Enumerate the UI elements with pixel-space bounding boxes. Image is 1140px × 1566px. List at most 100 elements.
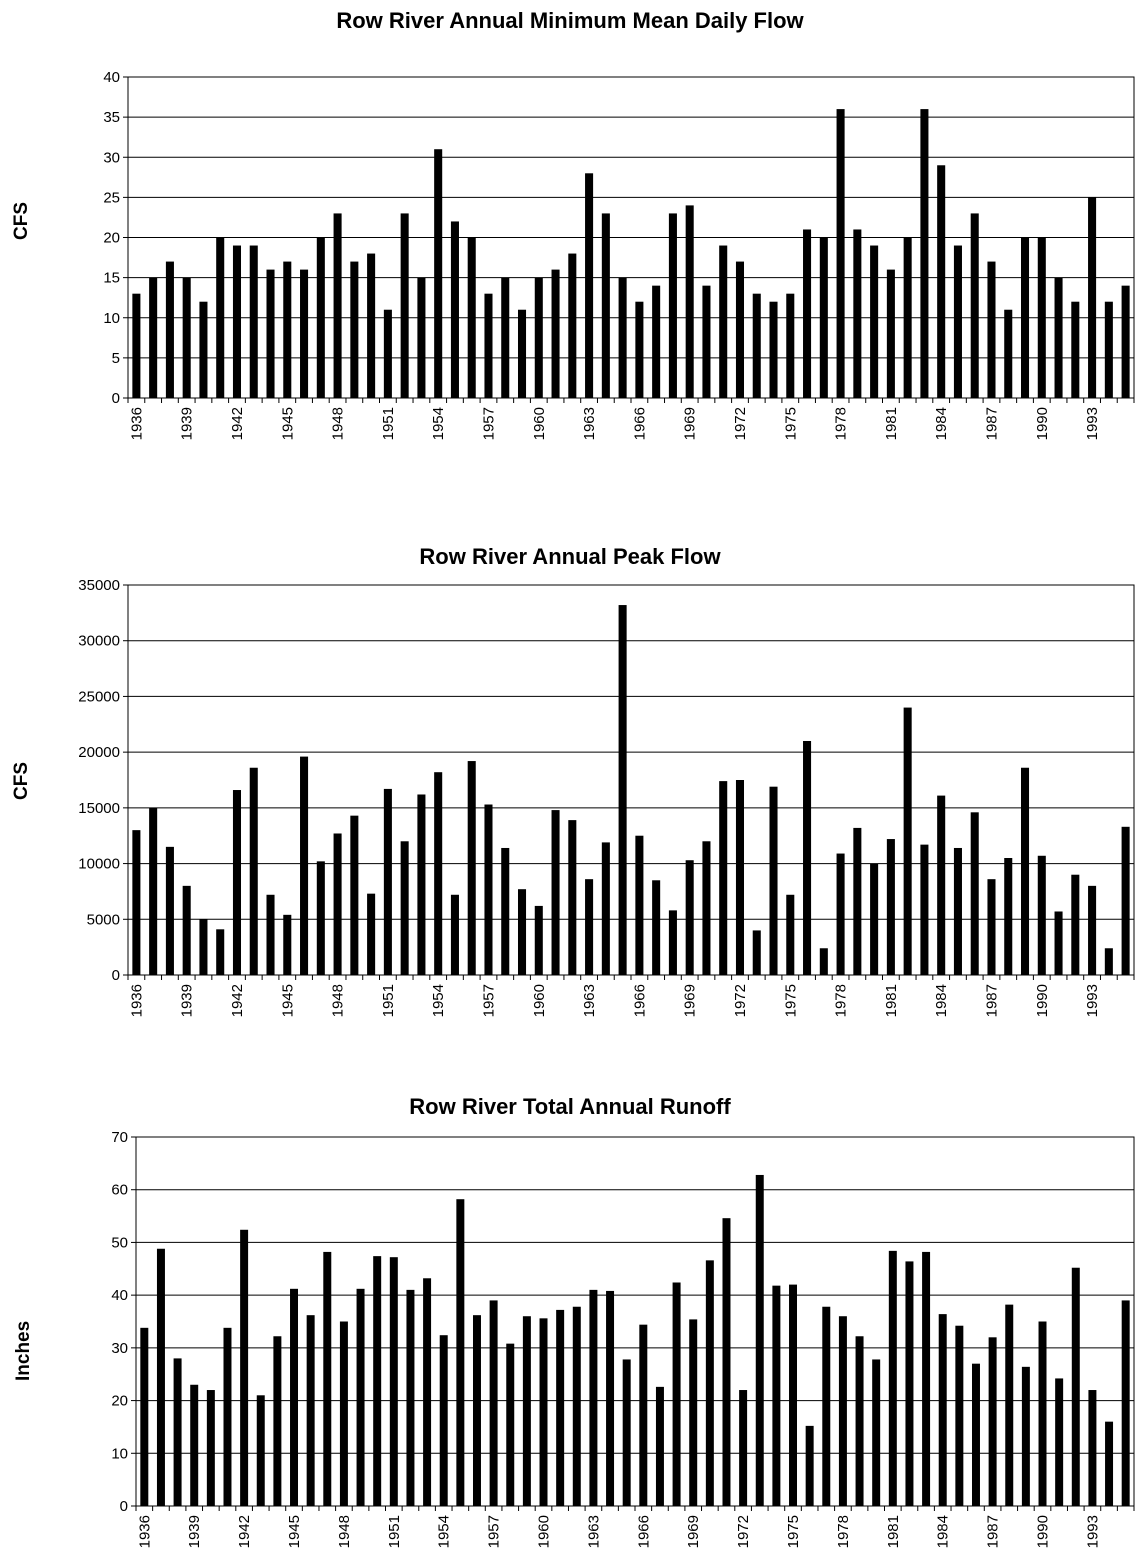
bar-1988 (1004, 309, 1013, 398)
bar-1955 (450, 894, 459, 975)
bar-1983 (922, 1251, 931, 1506)
bar-1938 (165, 846, 174, 975)
bar-1942 (232, 245, 242, 398)
x-tick-label: 1966 (631, 407, 648, 440)
x-tick-label: 1960 (536, 1515, 553, 1548)
bar-1980 (870, 863, 879, 975)
bar-1972 (739, 1390, 748, 1506)
bar-1951 (389, 1257, 398, 1506)
bar-1962 (572, 1306, 581, 1506)
bar-1962 (568, 253, 577, 398)
x-tick-label: 1990 (1034, 407, 1051, 440)
x-tick-label: 1963 (581, 407, 598, 440)
bar-1967 (652, 285, 661, 398)
x-tick-label: 1939 (186, 1515, 203, 1548)
bar-1965 (618, 277, 627, 398)
x-tick-label: 1981 (883, 407, 900, 440)
bar-1965 (618, 605, 627, 975)
bar-1981 (886, 839, 895, 975)
bar-1956 (467, 237, 476, 398)
bar-1974 (772, 1285, 781, 1506)
bar-1990 (1037, 237, 1046, 398)
y-tick-label: 40 (111, 1287, 128, 1304)
bar-1954 (434, 149, 443, 398)
x-tick-label: 1978 (833, 407, 850, 440)
bar-1981 (888, 1250, 897, 1506)
bar-1951 (383, 788, 392, 975)
bar-1987 (987, 879, 996, 975)
bar-1958 (501, 277, 510, 398)
x-tick-label: 1987 (983, 984, 1000, 1017)
bar-1989 (1021, 1366, 1030, 1506)
chart-1: 0 5000 10000 15000 20000 25000 30000 35000 1936 1… (78, 577, 1135, 1017)
x-tick-label: 1939 (179, 984, 196, 1017)
x-tick-label: 1951 (386, 1515, 403, 1548)
y-tick-label: 0 (112, 390, 120, 407)
bar-1952 (400, 841, 409, 975)
bar-1992 (1071, 1267, 1080, 1506)
x-tick-label: 1957 (486, 1515, 503, 1548)
bar-1960 (534, 277, 543, 398)
x-tick-label: 1957 (480, 407, 497, 440)
bar-1990 (1038, 1321, 1047, 1506)
bar-1982 (903, 237, 912, 398)
x-tick-label: 1981 (885, 1515, 902, 1548)
bar-1938 (165, 261, 174, 398)
x-tick-label: 1966 (631, 984, 648, 1017)
x-tick-label: 1990 (1035, 1515, 1052, 1548)
bar-1984 (937, 795, 946, 975)
bar-1943 (249, 245, 258, 398)
bar-1952 (406, 1289, 415, 1506)
bar-1966 (635, 301, 644, 398)
x-tick-label: 1975 (782, 407, 799, 440)
bar-1979 (853, 229, 862, 398)
bar-1968 (668, 910, 677, 975)
y-tick-label: 0 (120, 1498, 128, 1515)
x-tick-label: 1942 (229, 407, 246, 440)
bar-1958 (506, 1343, 515, 1506)
bar-1979 (855, 1336, 864, 1506)
bar-1947 (316, 237, 325, 398)
x-tick-label: 1972 (735, 1515, 752, 1548)
x-tick-label: 1951 (380, 984, 397, 1017)
bar-1966 (639, 1324, 648, 1506)
bar-1945 (290, 1288, 299, 1506)
bar-1952 (400, 213, 409, 398)
bar-1964 (601, 213, 610, 398)
y-tick-label: 30000 (78, 633, 120, 650)
bar-1949 (356, 1288, 365, 1506)
y-tick-label: 35 (103, 109, 120, 126)
bar-1941 (216, 929, 225, 975)
bar-1980 (872, 1359, 881, 1506)
x-tick-label: 1978 (833, 984, 850, 1017)
bar-1978 (836, 109, 845, 398)
y-tick-label: 35000 (78, 577, 120, 594)
bar-1971 (719, 245, 728, 398)
bar-1957 (484, 804, 493, 975)
bar-1961 (551, 810, 560, 975)
x-tick-label: 1948 (330, 984, 347, 1017)
bar-1947 (316, 861, 325, 975)
bar-1945 (283, 914, 292, 975)
bar-1977 (819, 948, 828, 975)
bar-1982 (903, 707, 912, 975)
bar-1989 (1020, 767, 1030, 975)
bar-1943 (256, 1395, 265, 1506)
y-tick-label: 20000 (78, 744, 120, 761)
x-tick-label: 1972 (732, 407, 749, 440)
x-tick-label: 1936 (136, 1515, 153, 1548)
bar-1941 (223, 1327, 232, 1506)
y-tick-label: 5000 (87, 911, 120, 928)
y-tick-label: 15 (103, 270, 120, 287)
bar-1994 (1105, 1421, 1114, 1506)
bar-1944 (266, 269, 275, 398)
bar-1957 (489, 1300, 498, 1506)
bar-1949 (350, 815, 359, 975)
x-tick-label: 1993 (1084, 407, 1101, 440)
bar-1936 (132, 830, 141, 975)
bar-1983 (920, 109, 929, 398)
bar-1981 (886, 269, 895, 398)
bar-1948 (333, 833, 342, 975)
y-tick-label: 30 (111, 1340, 128, 1357)
bar-1959 (517, 889, 527, 975)
